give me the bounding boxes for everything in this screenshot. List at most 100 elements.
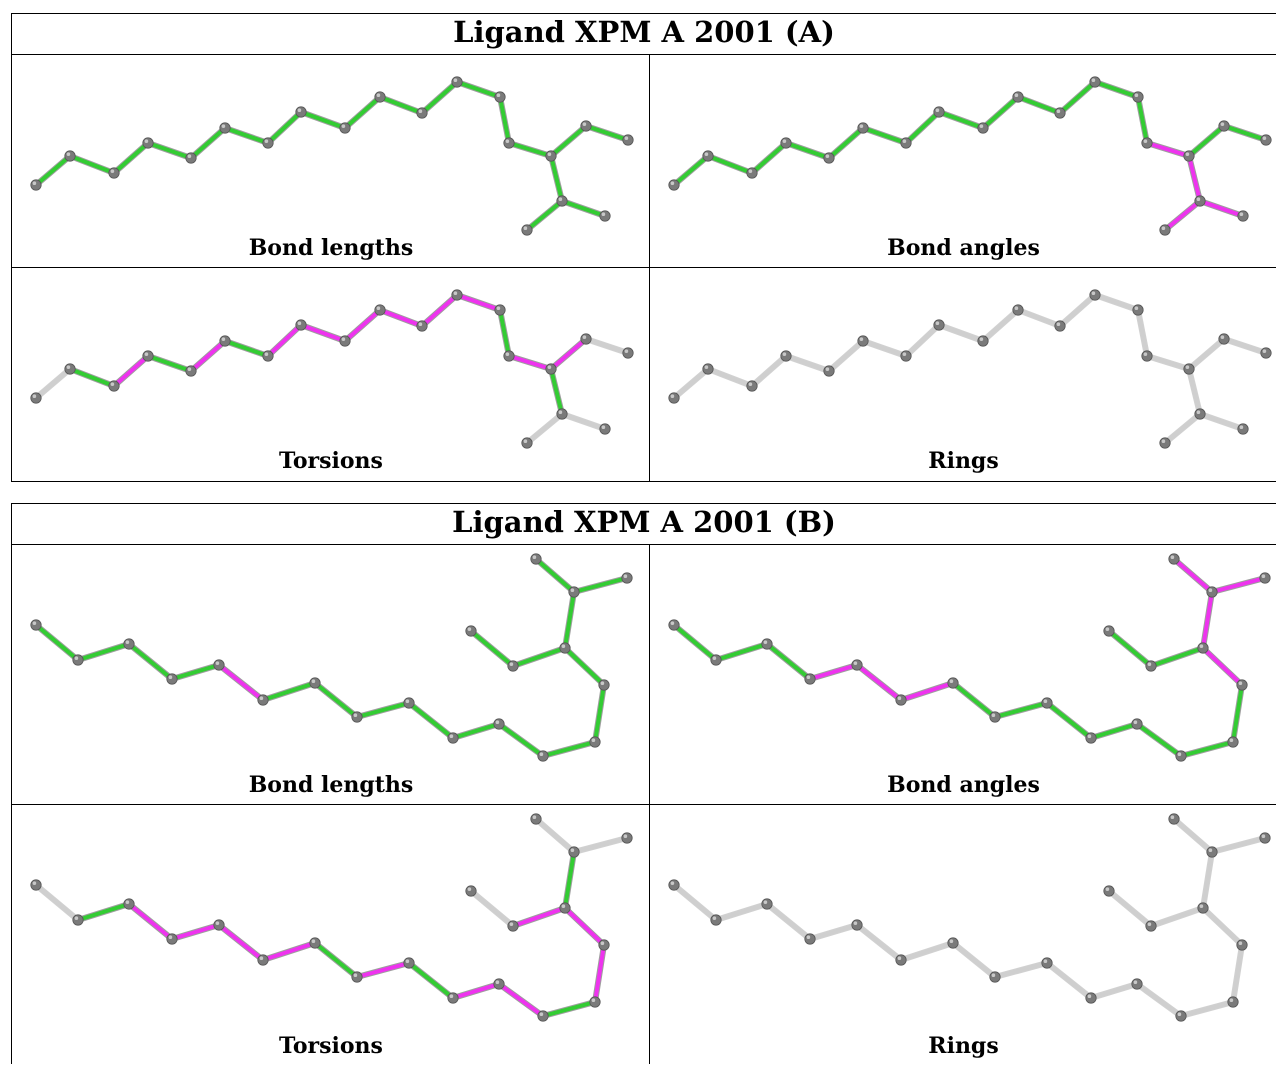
bond bbox=[672, 883, 718, 922]
bond bbox=[266, 110, 303, 145]
atom-highlight bbox=[532, 555, 537, 559]
bond bbox=[1210, 576, 1267, 594]
atom bbox=[545, 150, 557, 162]
atom-highlight bbox=[600, 941, 605, 945]
molecule-view bbox=[668, 813, 1271, 1022]
bond bbox=[563, 906, 606, 947]
bond bbox=[560, 412, 607, 431]
atom bbox=[72, 914, 84, 926]
atom-highlight bbox=[582, 122, 587, 126]
atom bbox=[503, 350, 515, 362]
panel-bond-lengths: Bond lengths bbox=[12, 545, 650, 804]
atom-highlight bbox=[539, 1012, 544, 1016]
bond bbox=[593, 943, 606, 1004]
atom bbox=[1041, 957, 1053, 969]
atom-highlight bbox=[935, 108, 940, 112]
atom bbox=[64, 150, 76, 162]
atom-highlight bbox=[495, 980, 500, 984]
bond bbox=[343, 308, 382, 343]
bond bbox=[1136, 308, 1149, 358]
bond bbox=[855, 663, 903, 702]
bond bbox=[937, 110, 985, 130]
atom-highlight bbox=[670, 394, 675, 398]
bond bbox=[68, 367, 116, 388]
bond bbox=[343, 95, 382, 130]
atom-highlight bbox=[1056, 322, 1061, 326]
atom-highlight bbox=[523, 439, 528, 443]
bond bbox=[525, 199, 564, 232]
bond bbox=[549, 124, 588, 158]
bond bbox=[68, 154, 116, 175]
atom-highlight bbox=[1043, 959, 1048, 963]
bond bbox=[511, 646, 567, 668]
atom bbox=[598, 679, 610, 691]
panel-bond-lengths: Bond lengths bbox=[12, 55, 650, 267]
bond bbox=[1089, 722, 1139, 740]
bond bbox=[469, 629, 515, 668]
atom bbox=[521, 224, 533, 236]
atom-highlight bbox=[215, 921, 220, 925]
bond bbox=[1093, 293, 1140, 312]
atom-highlight bbox=[670, 621, 675, 625]
atom-highlight bbox=[74, 916, 79, 920]
panel-torsions: Torsions bbox=[12, 805, 650, 1066]
atom bbox=[702, 150, 714, 162]
atom-highlight bbox=[547, 152, 552, 156]
atom-highlight bbox=[853, 661, 858, 665]
bond bbox=[937, 323, 985, 343]
atom bbox=[1259, 832, 1271, 844]
atom bbox=[108, 167, 120, 179]
bond bbox=[1045, 961, 1093, 1000]
atom bbox=[589, 996, 601, 1008]
atom bbox=[1260, 347, 1272, 359]
bond bbox=[1136, 95, 1149, 145]
bond bbox=[189, 126, 227, 160]
atom-highlight bbox=[935, 321, 940, 325]
atom-highlight bbox=[405, 959, 410, 963]
atom bbox=[746, 167, 758, 179]
bond bbox=[34, 883, 80, 922]
atom bbox=[30, 619, 42, 631]
bond bbox=[1201, 850, 1214, 910]
atom bbox=[1237, 423, 1249, 435]
atom-highlight bbox=[825, 367, 830, 371]
bond bbox=[299, 110, 347, 130]
atom-highlight bbox=[221, 124, 226, 128]
panel-bond-angles: Bond angles bbox=[650, 55, 1276, 267]
bond bbox=[563, 646, 606, 687]
atom bbox=[295, 106, 307, 118]
atom bbox=[30, 879, 42, 891]
molecule-view bbox=[668, 553, 1271, 762]
atom-highlight bbox=[853, 921, 858, 925]
atom bbox=[568, 846, 580, 858]
panel-torsions: Torsions bbox=[12, 268, 650, 482]
atom bbox=[1103, 885, 1115, 897]
atom-highlight bbox=[496, 306, 501, 310]
atom bbox=[1227, 996, 1239, 1008]
atom bbox=[622, 347, 634, 359]
atom bbox=[219, 122, 231, 134]
atom bbox=[1183, 363, 1195, 375]
molecule-view bbox=[30, 553, 633, 762]
bond bbox=[378, 308, 424, 328]
bond bbox=[541, 1000, 597, 1018]
atom-highlight bbox=[1239, 212, 1244, 216]
bond bbox=[170, 663, 221, 681]
atom bbox=[1206, 586, 1218, 598]
atom bbox=[556, 408, 568, 420]
atom bbox=[447, 992, 459, 1004]
atom bbox=[1141, 137, 1153, 149]
bond bbox=[981, 308, 1020, 343]
atom-highlight bbox=[74, 656, 79, 660]
atom-highlight bbox=[1147, 662, 1152, 666]
bond bbox=[572, 836, 629, 854]
atom bbox=[1145, 660, 1157, 672]
atom bbox=[530, 813, 542, 825]
bond bbox=[1222, 337, 1268, 355]
atom-highlight bbox=[505, 139, 510, 143]
bond bbox=[34, 367, 72, 400]
atom bbox=[977, 335, 989, 347]
bond bbox=[127, 902, 174, 941]
bond bbox=[563, 850, 576, 910]
atom-highlight bbox=[1220, 335, 1225, 339]
